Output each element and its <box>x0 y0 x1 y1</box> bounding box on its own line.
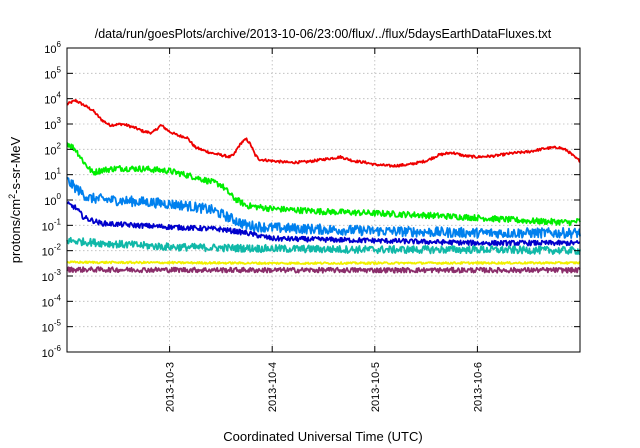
y-tick-base: 10 <box>42 221 54 233</box>
y-tick-base: 10 <box>42 297 54 309</box>
y-tick-exponent: -5 <box>54 319 62 328</box>
y-tick-label: 10-1 <box>42 217 62 233</box>
series-line-6 <box>66 260 581 266</box>
y-tick-label: 101 <box>44 167 61 183</box>
y-axis-title: protons/cm2-s-sr-MeV <box>7 136 23 263</box>
y-tick-exponent: -2 <box>54 243 62 252</box>
y-tick-label: 104 <box>44 91 61 107</box>
y-tick-labels: 10-610-510-410-310-210-11001011021031041… <box>42 40 62 360</box>
y-tick-exponent: 4 <box>57 91 62 100</box>
y-axis-title-main: protons/cm <box>8 199 23 263</box>
series-layer <box>66 98 581 274</box>
x-tick-label: 2013-10-5 <box>370 362 382 412</box>
x-axis-title: Coordinated Universal Time (UTC) <box>223 429 422 444</box>
y-tick-exponent: -3 <box>54 268 62 277</box>
y-tick-exponent: 6 <box>57 40 62 49</box>
y-tick-base: 10 <box>44 171 56 183</box>
series-line-5 <box>66 236 581 255</box>
y-tick-base: 10 <box>44 196 56 208</box>
y-tick-exponent: -1 <box>54 217 62 226</box>
y-tick-exponent: -4 <box>54 293 62 302</box>
y-tick-base: 10 <box>42 348 54 360</box>
y-tick-label: 10-5 <box>42 319 62 335</box>
series-line-1 <box>66 98 581 168</box>
y-tick-base: 10 <box>42 272 54 284</box>
y-tick-exponent: 5 <box>57 65 62 74</box>
y-tick-label: 103 <box>44 116 61 132</box>
y-tick-label: 100 <box>44 192 61 208</box>
x-tick-labels: 2013-10-3 2013-10-4 2013-10-5 2013-10-6 <box>165 362 485 412</box>
y-tick-base: 10 <box>44 120 56 132</box>
y-tick-label: 10-3 <box>42 268 62 284</box>
grid-lines <box>67 48 580 352</box>
axis-ticks <box>67 47 580 353</box>
chart-title: /data/run/goesPlots/archive/2013-10-06/2… <box>95 27 552 41</box>
x-tick-label: 2013-10-4 <box>267 362 279 412</box>
y-tick-label: 10-2 <box>42 243 62 259</box>
y-tick-label: 102 <box>44 141 61 157</box>
y-tick-base: 10 <box>42 323 54 335</box>
y-tick-label: 105 <box>44 65 61 81</box>
series-line-7 <box>66 266 581 274</box>
series-line-3 <box>66 176 581 239</box>
y-tick-exponent: -6 <box>54 344 62 353</box>
y-tick-label: 10-4 <box>42 293 62 309</box>
y-axis-title-rest: -s-sr-MeV <box>8 136 23 193</box>
series-line-2 <box>66 142 581 227</box>
y-tick-base: 10 <box>44 145 56 157</box>
y-tick-exponent: 0 <box>57 192 62 201</box>
y-tick-base: 10 <box>44 44 56 56</box>
y-tick-exponent: 1 <box>57 167 62 176</box>
y-tick-exponent: 2 <box>57 141 62 150</box>
y-tick-base: 10 <box>44 69 56 81</box>
y-axis-title-superscript: 2 <box>7 194 17 199</box>
x-tick-label: 2013-10-6 <box>472 362 484 412</box>
series-line-4 <box>66 201 581 247</box>
y-tick-label: 10-6 <box>42 344 62 360</box>
y-tick-exponent: 3 <box>57 116 62 125</box>
x-tick-label: 2013-10-3 <box>165 362 177 412</box>
y-tick-base: 10 <box>44 95 56 107</box>
y-tick-base: 10 <box>42 247 54 259</box>
y-tick-label: 106 <box>44 40 61 56</box>
